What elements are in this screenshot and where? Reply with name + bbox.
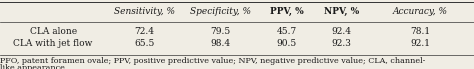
Text: 98.4: 98.4 bbox=[210, 39, 230, 48]
Text: PPV, %: PPV, % bbox=[270, 7, 304, 16]
Text: 72.4: 72.4 bbox=[135, 27, 155, 36]
Text: Specificity, %: Specificity, % bbox=[190, 7, 251, 16]
Text: 90.5: 90.5 bbox=[277, 39, 297, 48]
Text: Sensitivity, %: Sensitivity, % bbox=[114, 7, 175, 16]
Text: 45.7: 45.7 bbox=[277, 27, 297, 36]
Text: 92.3: 92.3 bbox=[331, 39, 351, 48]
Text: NPV, %: NPV, % bbox=[324, 7, 359, 16]
Text: 92.4: 92.4 bbox=[331, 27, 351, 36]
Text: 79.5: 79.5 bbox=[210, 27, 230, 36]
Text: CLA alone: CLA alone bbox=[29, 27, 77, 36]
Text: CLA with jet flow: CLA with jet flow bbox=[13, 39, 93, 48]
Text: PFO, patent foramen ovale; PPV, positive predictive value; NPV, negative predict: PFO, patent foramen ovale; PPV, positive… bbox=[0, 57, 425, 65]
Text: like appearance.: like appearance. bbox=[0, 64, 67, 69]
Text: 65.5: 65.5 bbox=[135, 39, 155, 48]
Text: Accuracy, %: Accuracy, % bbox=[393, 7, 448, 16]
Text: 78.1: 78.1 bbox=[410, 27, 430, 36]
Text: 92.1: 92.1 bbox=[410, 39, 430, 48]
